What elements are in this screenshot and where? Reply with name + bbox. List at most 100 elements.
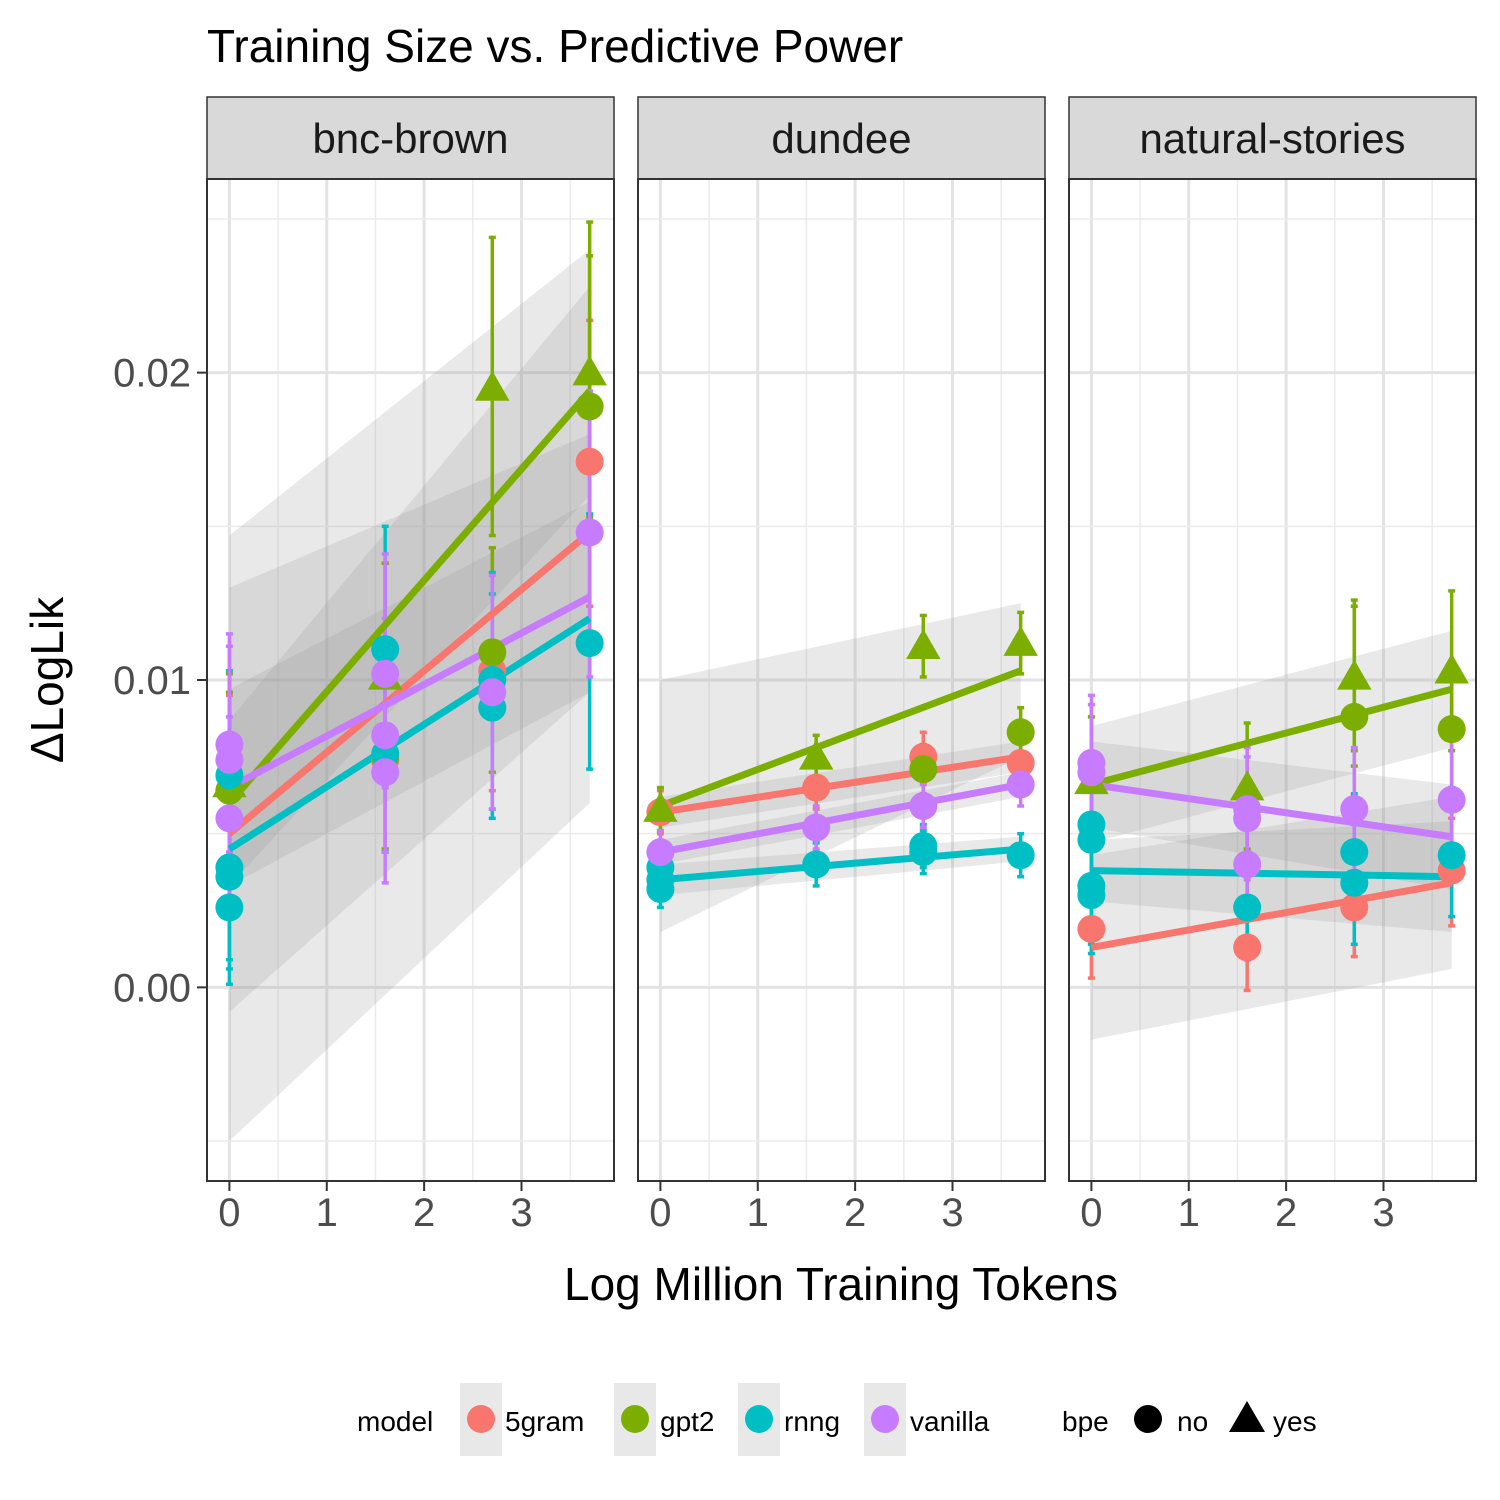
data-point-vanilla [478, 678, 507, 707]
fit-line-5gram [659, 753, 1022, 816]
y-axis: 0.00 0.01 0.02 [113, 352, 207, 1010]
data-point-vanilla [1340, 795, 1369, 824]
fit-line-5gram [227, 529, 592, 837]
x-tick-label: 0 [1080, 1191, 1102, 1235]
x-tick-label: 3 [941, 1191, 963, 1235]
data-point-gpt2-triangle [798, 739, 834, 770]
panel-border [1068, 178, 1477, 1182]
legend-key-bpe-yes [1229, 1401, 1265, 1432]
x-tick-label: 2 [844, 1191, 866, 1235]
data-point-rnng [215, 862, 244, 891]
x-axis-label: Log Million Training Tokens [564, 1258, 1118, 1310]
data-point-rnng [1233, 893, 1262, 922]
x-tick-label: 3 [510, 1191, 532, 1235]
data-point-vanilla [1233, 850, 1262, 879]
data-point-rnng [215, 893, 244, 922]
data-point-gpt2-triangle [906, 628, 941, 659]
y-axis-label: ΔLogLik [21, 596, 73, 763]
plot-content [212, 220, 607, 1142]
facet-strip-label: dundee [771, 115, 911, 162]
grid-lines [207, 179, 614, 1181]
confidence-band-gpt2 [660, 603, 1021, 933]
y-tick-label: 0.02 [113, 352, 191, 396]
facet-panel-natural-stories: natural-stories 0 1 2 3 [1068, 96, 1477, 1235]
fit-line-vanilla [227, 593, 592, 791]
data-point-gpt2 [909, 755, 938, 784]
x-tick-label: 1 [316, 1191, 338, 1235]
y-tick-label: 0.00 [113, 966, 191, 1010]
facet-strip-label: bnc-brown [312, 115, 508, 162]
data-point-gpt2 [1437, 715, 1466, 744]
data-point-gpt2-triangle [1337, 659, 1372, 690]
x-tick-label: 2 [1275, 1191, 1297, 1235]
legend-label-vanilla: vanilla [910, 1406, 990, 1437]
legend-label-5gram: 5gram [505, 1406, 584, 1437]
data-point-vanilla [371, 659, 400, 688]
data-point-vanilla [646, 838, 675, 867]
facet-strip-label: natural-stories [1139, 115, 1405, 162]
legend-model-title: model [357, 1406, 433, 1437]
chart-title: Training Size vs. Predictive Power [207, 20, 903, 72]
data-point-rnng [1340, 868, 1369, 897]
fit-line-gpt2 [1090, 685, 1453, 788]
x-tick-label: 2 [413, 1191, 435, 1235]
data-point-rnng [909, 838, 938, 867]
panel-border [637, 178, 1046, 1182]
data-point-rnng [371, 635, 400, 664]
x-tick-label: 1 [747, 1191, 769, 1235]
data-point-gpt2 [1006, 718, 1035, 747]
legend-label-bpe-yes: yes [1273, 1406, 1317, 1437]
data-point-rnng [1006, 841, 1035, 870]
legend-label-gpt2: gpt2 [660, 1406, 715, 1437]
data-point-gpt2 [478, 638, 507, 667]
data-point-rnng [575, 629, 604, 658]
fit-line-rnng [660, 845, 1021, 884]
fit-line-gpt2 [659, 667, 1022, 810]
data-point-vanilla [575, 518, 604, 547]
data-point-gpt2-triangle [475, 370, 510, 401]
data-point-vanilla [371, 758, 400, 787]
data-point-rnng [1340, 838, 1369, 867]
data-point-gpt2-triangle [572, 355, 607, 386]
facet-strip [206, 96, 615, 180]
data-point-rnng [646, 875, 675, 904]
data-point-5gram [1077, 914, 1106, 943]
fit-line-gpt2 [226, 388, 593, 806]
data-point-vanilla [1077, 758, 1106, 787]
legend-key-vanilla [871, 1405, 899, 1433]
x-tick-label: 0 [649, 1191, 671, 1235]
data-point-vanilla [215, 745, 244, 774]
fit-line-rnng [1091, 867, 1452, 881]
data-point-gpt2-triangle [1003, 625, 1038, 656]
data-point-vanilla [371, 721, 400, 750]
legend-key-gpt2 [621, 1405, 649, 1433]
data-point-vanilla [1437, 785, 1466, 814]
legend-label-bpe-no: no [1177, 1406, 1208, 1437]
data-point-vanilla [1233, 804, 1262, 833]
plot-content [643, 603, 1038, 933]
legend-bpe-title: bpe [1062, 1406, 1109, 1437]
facet-panel-dundee: dundee 0 1 2 3 [637, 96, 1046, 1235]
fit-line-vanilla [1090, 781, 1453, 841]
data-point-gpt2 [1340, 702, 1369, 731]
data-point-vanilla [1006, 770, 1035, 799]
fit-line-rnng [227, 615, 592, 852]
facet-panel-bnc-brown: bnc-brown 0 1 2 3 [206, 96, 615, 1235]
legend-key-5gram [467, 1405, 495, 1433]
data-point-5gram [1340, 893, 1369, 922]
grid-lines [638, 179, 1045, 1181]
data-point-vanilla [909, 792, 938, 821]
fit-line-5gram [1090, 879, 1453, 951]
data-point-rnng [1077, 881, 1106, 910]
grid-lines [1069, 179, 1476, 1181]
legend-key-bpe-no [1134, 1405, 1162, 1433]
facet-strip [637, 96, 1046, 180]
plot-content [1074, 589, 1469, 1040]
y-tick-label: 0.01 [113, 659, 191, 703]
legend-key-rnng [745, 1405, 773, 1433]
data-point-5gram [802, 773, 831, 802]
data-point-gpt2-triangle [643, 791, 678, 822]
data-point-rnng [1437, 841, 1466, 870]
data-point-5gram [575, 447, 604, 476]
